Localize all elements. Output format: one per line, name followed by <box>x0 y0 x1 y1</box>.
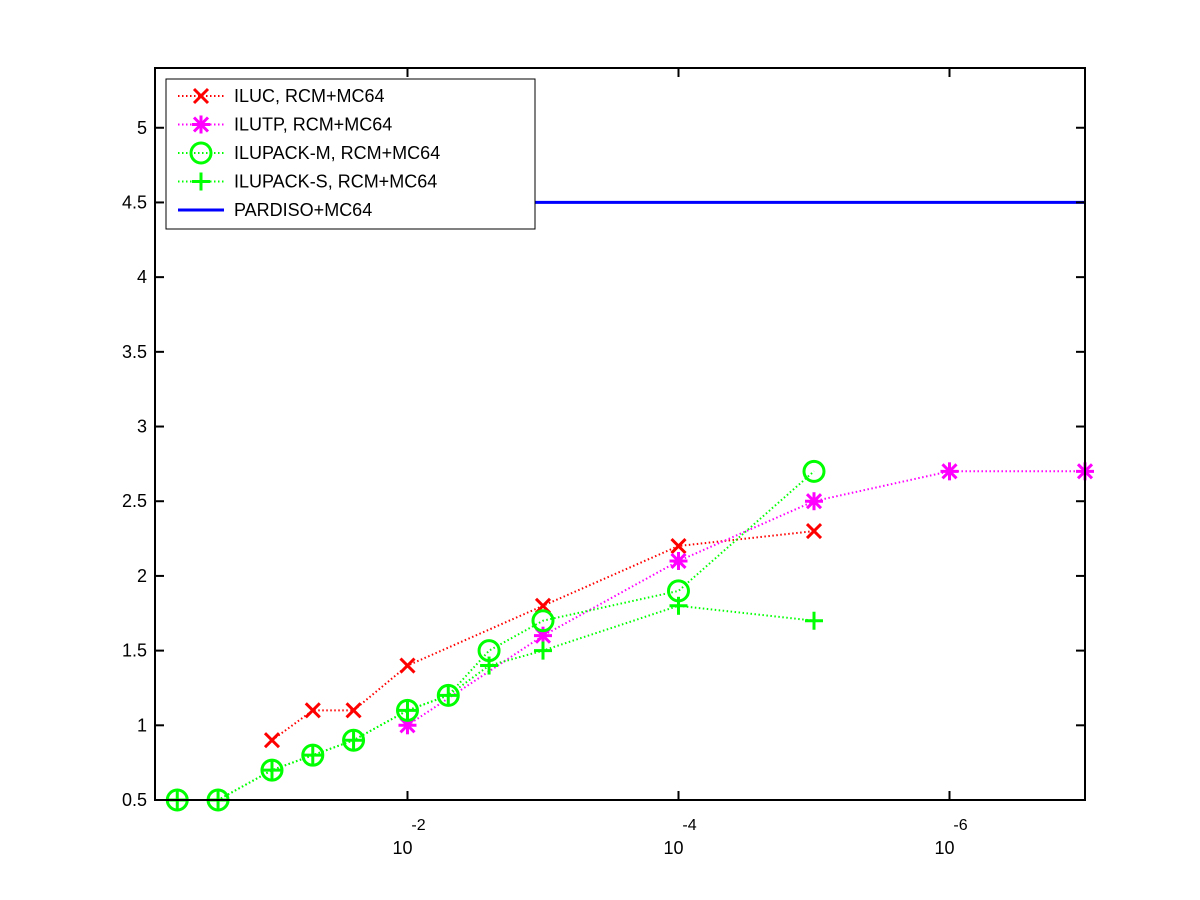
y-tick-label: 1 <box>137 715 147 735</box>
legend-marker <box>192 87 210 105</box>
y-tick-label: 4.5 <box>122 192 147 212</box>
y-tick-label: 2.5 <box>122 491 147 511</box>
y-tick-label: 4 <box>137 267 147 287</box>
legend-entries: ILUC, RCM+MC64 ILUTP, RCM+MC64 ILUPACK-M, … <box>178 86 440 220</box>
data-point <box>345 702 362 719</box>
legend-entry-iluc-rcm-mc64: ILUC, RCM+MC64 <box>178 86 385 106</box>
axes-frame <box>154 67 1086 801</box>
legend-marker <box>192 172 210 191</box>
data-point <box>303 746 322 765</box>
data-point <box>344 731 363 750</box>
data-point <box>531 609 555 633</box>
y-tick-label: 3 <box>137 417 147 437</box>
x-tick-label-base: 10 <box>392 838 412 858</box>
legend-box <box>165 78 536 230</box>
data-point <box>342 728 366 752</box>
x-tick-label-base: 10 <box>934 838 954 858</box>
data-point <box>260 758 284 782</box>
y-tick-label: 5 <box>137 118 147 138</box>
data-point <box>262 761 281 780</box>
legend-entry-ilutp-rcm-mc64: ILUTP, RCM+MC64 <box>178 115 392 135</box>
legend-marker <box>189 141 213 165</box>
data-point <box>670 537 687 555</box>
legend: ILUC, RCM+MC64 ILUTP, RCM+MC64 ILUPACK-M, … <box>165 78 536 230</box>
data-point <box>399 657 416 674</box>
legend-marker <box>192 115 210 134</box>
x-tick-label-base: 10 <box>663 838 683 858</box>
y-tick-label: 0.5 <box>122 790 147 810</box>
data-point <box>436 683 460 707</box>
legend-label: ILUC, RCM+MC64 <box>234 86 385 106</box>
data-point <box>304 702 321 719</box>
data-point <box>395 698 419 722</box>
data-point <box>480 656 499 675</box>
x-tick-label-exponent: -4 <box>682 817 696 834</box>
data-point <box>805 523 823 540</box>
legend-label: ILUPACK-M, RCM+MC64 <box>234 143 440 163</box>
x-tick-label-exponent: -2 <box>411 817 425 834</box>
data-point <box>533 641 552 660</box>
legend-entry-pardiso-mc64: PARDISO+MC64 <box>178 200 372 220</box>
data-point <box>669 551 688 570</box>
data-point <box>804 611 823 630</box>
series-iluc-rcm-mc64 <box>263 523 823 749</box>
y-tick-label: 1.5 <box>122 641 147 661</box>
data-point <box>398 701 417 720</box>
legend-entry-ilupack-s-rcm-mc64: ILUPACK-S, RCM+MC64 <box>178 172 437 192</box>
data-point <box>301 743 325 767</box>
x-tick-label-exponent: -6 <box>953 817 967 834</box>
data-point <box>940 462 959 481</box>
y-tick-label: 2 <box>137 566 147 586</box>
ticks-layer: 0.5 1 1.5 2 2.5 3 3.5 4 4.5 5 10 -2 10 -4 10 -6 <box>122 68 1085 858</box>
legend-label: PARDISO+MC64 <box>234 200 372 220</box>
legend-label: ILUTP, RCM+MC64 <box>234 115 392 135</box>
legend-label: ILUPACK-S, RCM+MC64 <box>234 172 437 192</box>
data-point <box>802 459 826 483</box>
data-point <box>669 596 688 615</box>
legend-entry-ilupack-m-rcm-mc64: ILUPACK-M, RCM+MC64 <box>178 141 440 165</box>
data-point <box>439 686 458 705</box>
series-layer <box>165 200 1094 812</box>
series-line <box>177 604 815 801</box>
y-tick-label: 3.5 <box>122 342 147 362</box>
data-point <box>804 492 823 511</box>
data-point <box>263 732 281 749</box>
